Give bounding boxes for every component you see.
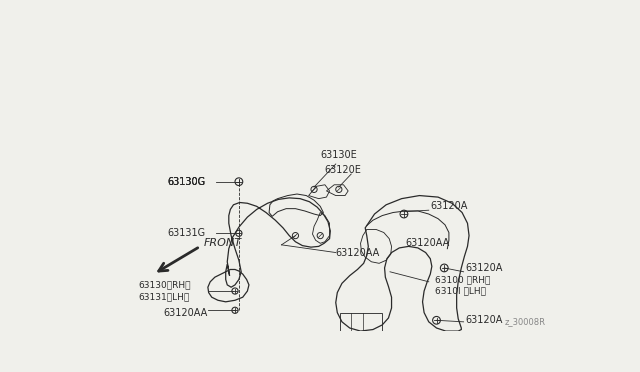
Text: 63120AA: 63120AA <box>336 247 380 257</box>
Bar <box>340 312 382 336</box>
Text: z_30008R: z_30008R <box>505 317 546 326</box>
Text: 63130G: 63130G <box>168 177 205 187</box>
Text: 63120AA: 63120AA <box>406 238 450 248</box>
Text: FRONT: FRONT <box>204 238 242 248</box>
Text: 63130G: 63130G <box>168 177 205 187</box>
Text: 63130E: 63130E <box>320 150 357 160</box>
Text: 63130〈RH〉: 63130〈RH〉 <box>138 280 191 289</box>
Text: 63131〈LH〉: 63131〈LH〉 <box>138 293 189 302</box>
Text: 63120AA: 63120AA <box>164 308 208 318</box>
Text: 63120E: 63120E <box>324 165 361 175</box>
Text: 63130G: 63130G <box>168 177 205 187</box>
Text: 63131G: 63131G <box>168 228 205 238</box>
Text: 63120A: 63120A <box>430 201 468 211</box>
Text: 63100 〈RH〉: 63100 〈RH〉 <box>435 275 490 284</box>
Text: 6310l 〈LH〉: 6310l 〈LH〉 <box>435 286 486 295</box>
Text: 63120A: 63120A <box>465 263 502 273</box>
Text: 63120A: 63120A <box>465 315 502 325</box>
